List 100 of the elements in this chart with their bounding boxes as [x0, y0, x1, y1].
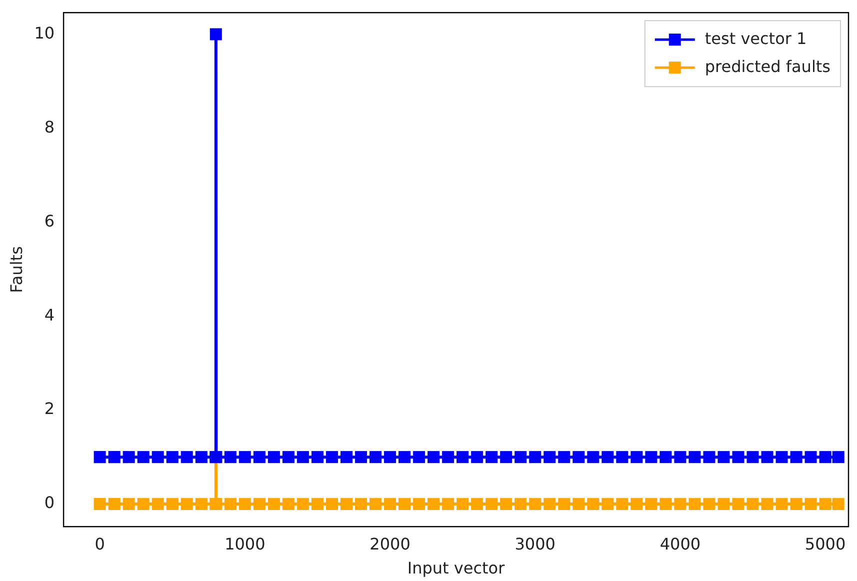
point [587, 498, 600, 510]
point [674, 451, 686, 464]
point [224, 498, 236, 510]
point [500, 451, 512, 464]
point [152, 451, 164, 464]
point [732, 451, 744, 464]
x-axis-title: Input vector [407, 558, 506, 578]
point [602, 498, 614, 510]
point [398, 451, 411, 464]
point [137, 451, 150, 464]
point [311, 451, 324, 464]
point [587, 451, 600, 464]
point [238, 451, 251, 464]
point [529, 451, 542, 464]
point [166, 451, 178, 464]
point [660, 451, 672, 464]
point [195, 451, 208, 464]
y-tick-label: 0 [44, 493, 55, 512]
point [514, 451, 527, 464]
point [108, 451, 120, 464]
point [268, 498, 280, 510]
point [456, 498, 469, 510]
point [94, 498, 106, 510]
point [616, 498, 628, 510]
y-tick-label: 2 [44, 399, 55, 418]
point [354, 498, 368, 510]
point [413, 451, 426, 464]
point [456, 451, 469, 464]
point [832, 451, 844, 464]
point [282, 498, 294, 510]
point [703, 498, 716, 510]
point [268, 451, 280, 464]
point [732, 498, 744, 510]
x-tick-label: 2000 [370, 534, 410, 554]
x-tick-label: 1000 [224, 534, 266, 554]
x-tick-label: 3000 [514, 534, 556, 554]
point [790, 451, 802, 464]
point [514, 498, 527, 510]
point [572, 451, 585, 464]
point [645, 451, 658, 464]
legend-label: predicted faults [704, 56, 831, 76]
y-tick-label: 4 [44, 305, 55, 324]
point [122, 451, 135, 464]
y-axis-title: Faults [6, 246, 26, 293]
y-tick-label: 6 [44, 211, 55, 230]
point [253, 451, 266, 464]
point [544, 451, 556, 464]
point [804, 451, 817, 464]
point [718, 451, 730, 464]
point [776, 498, 788, 510]
point [413, 498, 426, 510]
point [602, 451, 614, 464]
point [253, 498, 266, 510]
point [486, 451, 498, 464]
point [544, 498, 556, 510]
point [398, 498, 411, 510]
point [558, 451, 570, 464]
point [761, 498, 774, 510]
point [630, 451, 643, 464]
y-tick-label: 8 [44, 117, 55, 136]
point [340, 498, 352, 510]
point [630, 498, 643, 510]
point [832, 498, 844, 510]
point [645, 498, 658, 510]
point [108, 498, 120, 510]
point [296, 451, 309, 464]
point [442, 498, 454, 510]
point [674, 498, 686, 510]
point [776, 451, 788, 464]
point [471, 451, 484, 464]
point [688, 498, 701, 510]
point [137, 498, 150, 510]
point [500, 498, 512, 510]
x-tick-label: 0 [94, 534, 105, 554]
point [311, 498, 324, 510]
point [326, 451, 338, 464]
point [558, 498, 570, 510]
y-tick-label: 10 [34, 23, 55, 42]
point [180, 451, 193, 464]
point [282, 451, 294, 464]
point [428, 451, 440, 464]
point [340, 451, 352, 464]
point [354, 451, 368, 464]
point [195, 498, 208, 510]
point [224, 451, 236, 464]
point [718, 498, 730, 510]
point [804, 498, 817, 510]
point [486, 498, 498, 510]
point [529, 498, 542, 510]
point [660, 498, 672, 510]
point [746, 451, 759, 464]
point [819, 451, 832, 464]
x-tick-label: 4000 [660, 534, 701, 554]
point [761, 451, 774, 464]
point [688, 451, 701, 464]
point [180, 498, 193, 510]
point [94, 451, 106, 464]
point [819, 498, 832, 510]
point [166, 498, 178, 510]
point [471, 498, 484, 510]
